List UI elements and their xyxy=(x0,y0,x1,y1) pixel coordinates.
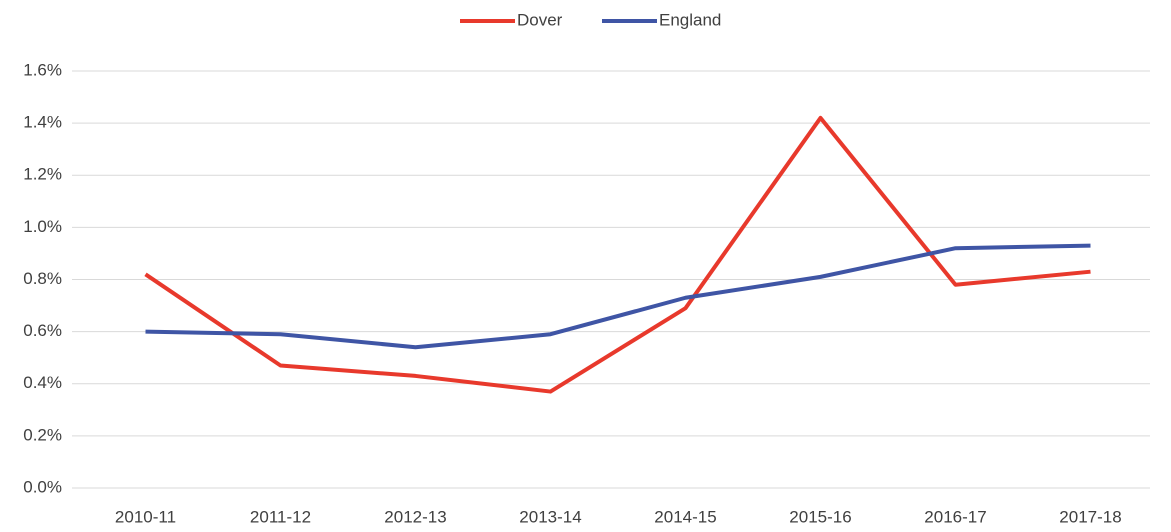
y-tick-label: 1.6% xyxy=(23,60,62,79)
y-tick-label: 1.4% xyxy=(23,113,62,132)
x-tick-label: 2014-15 xyxy=(654,507,716,526)
y-tick-label: 1.2% xyxy=(23,165,62,184)
x-tick-label: 2012-13 xyxy=(384,507,446,526)
y-tick-label: 0.2% xyxy=(23,425,62,444)
series-line xyxy=(144,115,1091,394)
y-tick-label: 0.6% xyxy=(23,321,62,340)
y-tick-label: 0.0% xyxy=(23,477,62,496)
series-line xyxy=(145,243,1091,350)
x-tick-label: 2013-14 xyxy=(519,507,581,526)
y-tick-label: 0.4% xyxy=(23,373,62,392)
legend-label: Dover xyxy=(517,10,563,29)
y-tick-label: 1.0% xyxy=(23,217,62,236)
legend-label: England xyxy=(659,10,721,29)
x-tick-label: 2016-17 xyxy=(924,507,986,526)
x-tick-label: 2015-16 xyxy=(789,507,851,526)
x-tick-label: 2017-18 xyxy=(1059,507,1121,526)
x-tick-label: 2010-11 xyxy=(115,507,176,526)
y-tick-label: 0.8% xyxy=(23,269,62,288)
x-tick-label: 2011-12 xyxy=(250,507,311,526)
